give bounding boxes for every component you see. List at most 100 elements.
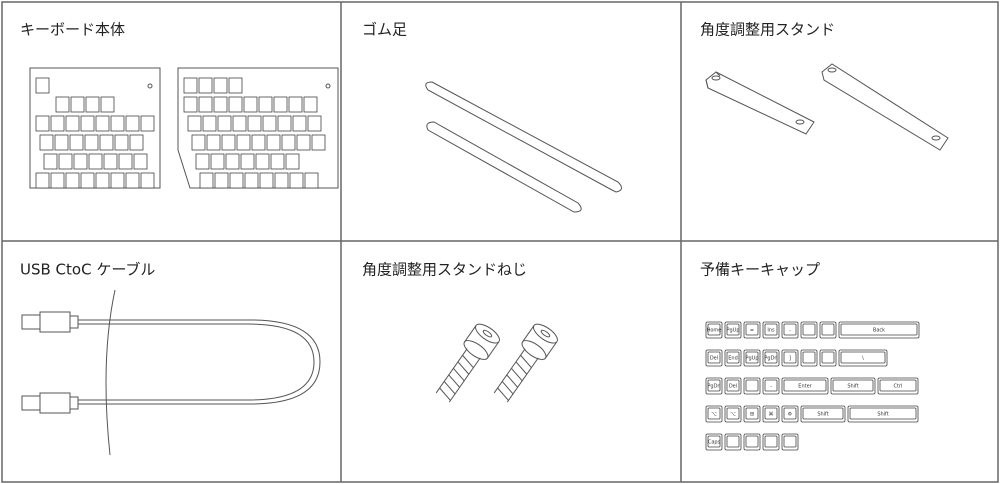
keycap-top: [840, 351, 886, 364]
rubber-feet-illustration: [425, 81, 622, 213]
keycap-top: [726, 435, 740, 448]
key: [35, 115, 50, 132]
key: [187, 115, 202, 132]
key: [199, 172, 214, 189]
key: [65, 115, 80, 132]
key: [43, 153, 58, 170]
key: [228, 96, 243, 113]
keycap-label: ]: [789, 356, 791, 362]
item-title: USB CtoC ケーブル: [20, 261, 155, 279]
key: [307, 115, 322, 132]
indicator: [325, 83, 331, 89]
keycap-label: Ctrl: [894, 384, 903, 390]
key: [125, 115, 140, 132]
keycap-top: [707, 323, 721, 336]
keycap-label: End: [728, 356, 738, 362]
key: [54, 134, 69, 151]
key: [99, 134, 114, 151]
key: [229, 172, 244, 189]
keycap-top: [707, 435, 721, 448]
keycap-top: [832, 379, 874, 392]
key: [100, 96, 115, 113]
keycap-top: [726, 407, 740, 420]
key: [270, 153, 285, 170]
key: [103, 153, 118, 170]
key: [274, 172, 289, 189]
key: [114, 134, 129, 151]
keycap-label: Caps: [708, 440, 721, 446]
keycap-top: [707, 407, 721, 420]
keycap-top: [726, 323, 740, 336]
key: [50, 115, 65, 132]
key: [198, 96, 213, 113]
keycap-label: Shift: [847, 384, 858, 390]
key: [80, 172, 95, 189]
keycap-top: [783, 407, 797, 420]
keycap-top: [764, 379, 778, 392]
key: [110, 115, 125, 132]
key: [129, 134, 144, 151]
keycap-top: [802, 351, 816, 364]
key: [304, 172, 319, 189]
key: [206, 134, 221, 151]
key: [296, 134, 311, 151]
keycap-top: [879, 379, 917, 392]
item-title: ゴム足: [362, 21, 407, 39]
keycap-top: [764, 435, 778, 448]
key: [247, 115, 262, 132]
keycap-label: ⌥: [730, 412, 736, 418]
key: [65, 172, 80, 189]
key: [55, 96, 70, 113]
key: [289, 172, 304, 189]
keycap-label: ⚙: [788, 412, 793, 418]
keycap-top: [821, 351, 835, 364]
key: [277, 115, 292, 132]
keycap-top: [783, 323, 797, 336]
keycap-top: [849, 407, 917, 420]
item-title: 角度調整用スタンド: [700, 21, 835, 39]
key: [35, 172, 50, 189]
key: [244, 172, 259, 189]
key: [195, 153, 210, 170]
key: [217, 115, 232, 132]
key: [236, 134, 251, 151]
key: [225, 153, 240, 170]
keycap-label: ⊞: [750, 412, 754, 418]
keycap-label: Shift: [877, 412, 888, 418]
key: [95, 115, 110, 132]
key: [213, 77, 228, 94]
key: [240, 153, 255, 170]
key: [70, 96, 85, 113]
key: [221, 134, 236, 151]
key: [311, 134, 326, 151]
keycap-label: -: [770, 384, 772, 390]
keycap-label: Back: [873, 328, 885, 334]
item-title: 予備キーキャップ: [700, 261, 820, 279]
keycap-top: [802, 323, 816, 336]
cable-illustration: [21, 289, 321, 456]
key: [80, 115, 95, 132]
key: [228, 77, 243, 94]
key: [281, 134, 296, 151]
keycap-top: [764, 351, 778, 364]
keycap-top: [745, 435, 759, 448]
key: [95, 172, 110, 189]
keycap-top: [707, 379, 721, 392]
keycap-label: =: [750, 328, 754, 334]
keycap-top: [783, 435, 797, 448]
key: [133, 153, 148, 170]
key: [84, 134, 99, 151]
key: [73, 153, 88, 170]
key: [125, 172, 140, 189]
keycap-label: PgUp: [745, 356, 758, 362]
key: [50, 172, 65, 189]
keyboard-illustration: [29, 67, 339, 189]
keycap-top: [745, 379, 759, 392]
key: [255, 153, 270, 170]
key: [88, 153, 103, 170]
key: [243, 96, 258, 113]
keycap-label: PgDn: [707, 384, 720, 390]
item-title: 角度調整用スタンドねじ: [362, 261, 527, 279]
